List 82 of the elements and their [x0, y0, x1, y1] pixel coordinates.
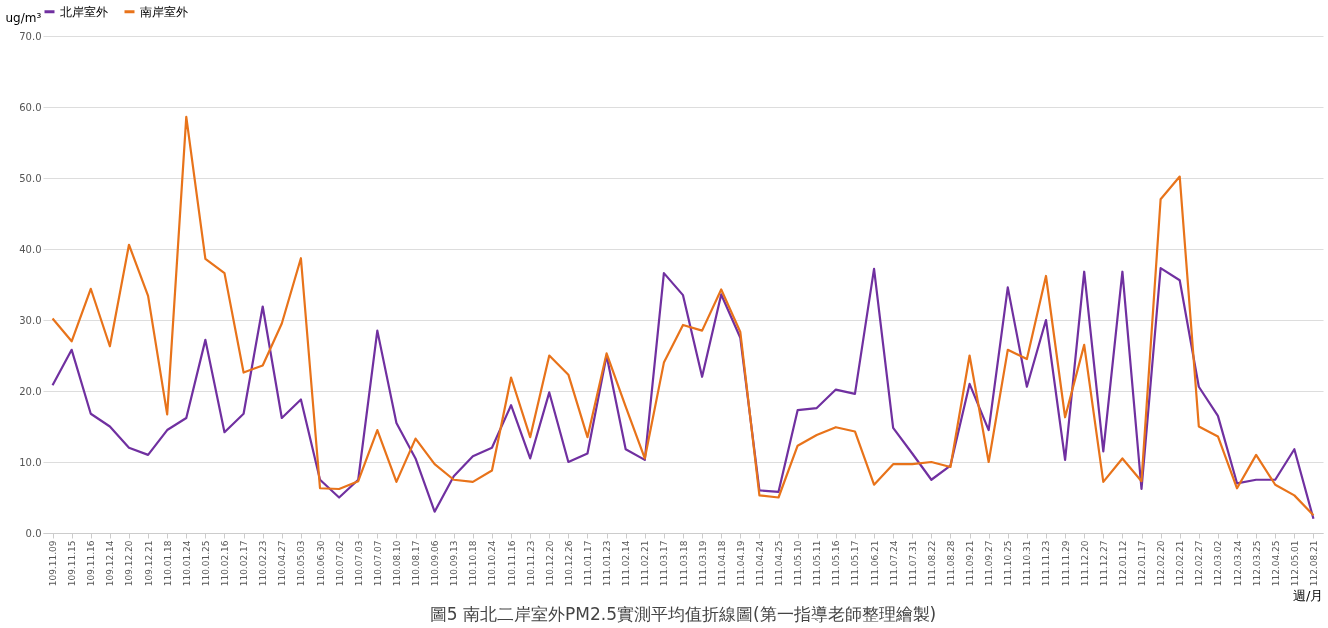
- text: 圖5 南北二岸室外PM2.5實測平均值折線圖(第一指導老師整理繪製): [429, 603, 937, 624]
- x-tick-label: 110.02.16: [219, 540, 230, 587]
- x-tick-label: 111.02.21: [640, 540, 651, 587]
- x-tick-label: 111.09.27: [984, 540, 995, 587]
- x-tick-label: 111.05.10: [793, 540, 804, 587]
- y-tick-label: 0.0: [25, 527, 42, 539]
- x-tick-label: 111.07.24: [888, 540, 899, 587]
- y-tick-label: 60.0: [19, 101, 42, 113]
- x-tick-label: 110.04.27: [277, 540, 288, 587]
- x-tick-label: 112.03.25: [1251, 540, 1262, 587]
- line-series: [51, 267, 1315, 520]
- x-tick-label: 111.03.17: [659, 540, 670, 587]
- x-tick-label: 110.10.24: [487, 540, 498, 587]
- x-tick-label: 109.11.16: [86, 540, 97, 587]
- x-tick-label: 110.11.23: [525, 540, 536, 587]
- x-tick-label: 112.02.21: [1175, 540, 1186, 587]
- legend-label: 北岸室外: [60, 4, 108, 19]
- x-tick-label: 110.08.17: [411, 540, 422, 587]
- x-tick-label: 110.12.26: [563, 540, 574, 587]
- x-tick-label: 109.12.20: [124, 540, 135, 587]
- line-series: [51, 115, 1315, 517]
- x-tick-label: 112.01.12: [1117, 540, 1128, 587]
- x-tick-label: 111.08.28: [945, 540, 956, 587]
- y-tick-label: 70.0: [19, 30, 42, 42]
- x-tick-label: 110.10.18: [468, 540, 479, 587]
- x-tick-label: 110.06.30: [315, 540, 326, 587]
- x-tick-label: 111.05.16: [831, 540, 842, 587]
- y-tick-label: 50.0: [19, 172, 42, 184]
- x-tick-label: 111.01.23: [602, 540, 613, 587]
- x-tick-label: 111.04.19: [735, 540, 746, 587]
- x-tick-label: 111.03.18: [678, 540, 689, 587]
- x-tick-label: 110.07.02: [334, 540, 345, 587]
- y-tick-label: 10.0: [19, 456, 42, 468]
- y-axis-title: ug/m³: [5, 10, 42, 25]
- x-tick-label: 109.11.09: [48, 540, 59, 587]
- x-tick-label: 109.11.15: [67, 540, 78, 587]
- x-tick-label: 110.02.23: [258, 540, 269, 587]
- y-tick-label: 20.0: [19, 385, 42, 397]
- y-tick-label: 40.0: [19, 243, 42, 255]
- x-tick-label: 110.07.07: [372, 540, 383, 587]
- x-tick-label: 110.12.20: [544, 540, 555, 587]
- x-tick-label: 110.05.03: [296, 540, 307, 587]
- x-tick-label: 109.12.14: [105, 540, 116, 587]
- x-tick-label: 112.05.01: [1289, 540, 1300, 587]
- x-tick-label: 112.01.17: [1137, 540, 1148, 587]
- x-tick-label: 111.11.23: [1041, 540, 1052, 587]
- x-tick-label: 109.12.21: [143, 540, 154, 587]
- x-tick-label: 111.09.21: [965, 540, 976, 587]
- x-tick-label: 111.05.11: [812, 540, 823, 587]
- x-tick-label: 110.01.18: [162, 540, 173, 587]
- x-tick-label: 111.06.21: [869, 540, 880, 587]
- x-tick-label: 110.09.06: [430, 540, 441, 587]
- x-tick-label: 111.05.17: [850, 540, 861, 587]
- x-tick-label: 110.08.10: [391, 540, 402, 587]
- x-tick-label: 111.12.20: [1079, 540, 1090, 587]
- x-tick-label: 110.01.24: [181, 540, 192, 587]
- x-tick-label: 111.02.14: [621, 540, 632, 587]
- x-tick-label: 112.04.25: [1270, 540, 1281, 587]
- x-tick-label: 110.09.13: [449, 540, 460, 587]
- x-tick-label: 111.04.18: [716, 540, 727, 587]
- x-tick-label: 111.03.19: [697, 540, 708, 587]
- y-tick-label: 30.0: [19, 314, 42, 326]
- x-tick-label: 112.08.21: [1308, 540, 1319, 587]
- x-tick-label: 111.04.24: [754, 540, 765, 587]
- x-tick-label: 111.10.31: [1022, 540, 1033, 587]
- legend-label: 南岸室外: [140, 4, 188, 19]
- x-tick-label: 112.02.20: [1156, 540, 1167, 587]
- x-tick-label: 110.01.25: [200, 540, 211, 587]
- x-tick-label: 112.02.27: [1194, 540, 1205, 587]
- x-tick-label: 110.07.03: [353, 540, 364, 587]
- x-axis-title: 週/月: [1293, 588, 1324, 604]
- x-tick-label: 111.10.25: [1003, 540, 1014, 587]
- x-tick-label: 111.11.29: [1060, 540, 1071, 587]
- x-tick-label: 111.01.17: [582, 540, 593, 587]
- x-tick-label: 112.03.24: [1232, 540, 1243, 587]
- x-tick-label: 112.03.02: [1213, 540, 1224, 587]
- x-tick-label: 111.07.31: [907, 540, 918, 587]
- x-tick-label: 111.08.22: [926, 540, 937, 587]
- x-tick-label: 111.04.25: [774, 540, 785, 587]
- x-tick-label: 110.02.17: [239, 540, 250, 587]
- x-tick-label: 110.11.16: [506, 540, 517, 587]
- x-tick-label: 111.12.27: [1098, 540, 1109, 587]
